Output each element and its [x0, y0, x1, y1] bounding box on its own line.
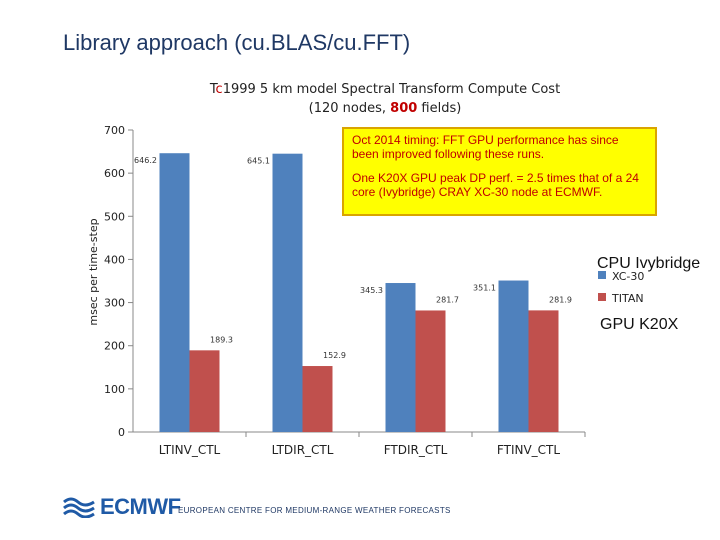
- y-axis-label: msec per time-step: [87, 218, 100, 325]
- y-tick-label: 600: [104, 167, 125, 180]
- data-label: 189.3: [210, 335, 233, 344]
- cpu-label: CPU Ivybridge: [597, 255, 701, 272]
- ecmwf-logo: ECMWF: [62, 494, 181, 520]
- bar-titan-ltdir_ctl: [302, 366, 333, 432]
- data-label: 152.9: [323, 351, 346, 360]
- data-label: 281.9: [549, 295, 572, 304]
- chart-title-line2: (120 nodes, 800 fields): [308, 101, 462, 116]
- chart-title-line1: Tc1999 5 km model Spectral Transform Com…: [209, 82, 561, 97]
- annotation-box: Oct 2014 timing: FFT GPU performance has…: [342, 127, 657, 216]
- annotation-line-2: One K20X GPU peak DP perf. = 2.5 times t…: [352, 171, 639, 199]
- x-tick-label: LTDIR_CTL: [272, 443, 334, 457]
- ecmwf-wave-icon: [63, 497, 95, 518]
- logo-text: ECMWF: [100, 494, 181, 519]
- y-tick-label: 300: [104, 297, 125, 310]
- bar-xc-30-ftinv_ctl: [498, 280, 529, 432]
- y-tick-label: 200: [104, 340, 125, 353]
- bar-xc-30-ltdir_ctl: [272, 153, 303, 432]
- slide-title: Library approach (cu.BLAS/cu.FFT): [63, 30, 411, 55]
- y-tick-label: 700: [104, 124, 125, 137]
- x-tick-label: FTINV_CTL: [497, 443, 560, 457]
- data-label: 351.1: [473, 284, 496, 293]
- bar-titan-ftinv_ctl: [528, 310, 559, 432]
- data-label: 345.3: [360, 286, 383, 295]
- y-tick-label: 0: [118, 426, 125, 439]
- bar-titan-ftdir_ctl: [415, 310, 446, 432]
- legend-entry: TITAN: [611, 292, 644, 305]
- legend-entry: XC-30: [612, 270, 644, 283]
- bar-titan-ltinv_ctl: [189, 350, 220, 432]
- bar-xc-30-ftdir_ctl: [385, 283, 416, 432]
- data-label: 646.2: [134, 156, 157, 165]
- data-label: 281.7: [436, 295, 459, 304]
- annotation-line-1: Oct 2014 timing: FFT GPU performance has…: [352, 133, 619, 161]
- chart-title: Tc1999 5 km model Spectral Transform Com…: [170, 80, 600, 118]
- y-tick-label: 100: [104, 383, 125, 396]
- y-tick-label: 400: [104, 253, 125, 266]
- legend-swatch: [598, 271, 606, 279]
- legend-swatch: [598, 293, 606, 301]
- y-tick-label: 500: [104, 210, 125, 223]
- footer-text: EUROPEAN CENTRE FOR MEDIUM-RANGE WEATHER…: [178, 506, 451, 515]
- x-tick-label: LTINV_CTL: [159, 443, 221, 457]
- data-label: 645.1: [247, 157, 270, 166]
- gpu-label: GPU K20X: [600, 316, 679, 333]
- bar-xc-30-ltinv_ctl: [159, 153, 190, 432]
- x-tick-label: FTDIR_CTL: [384, 443, 448, 457]
